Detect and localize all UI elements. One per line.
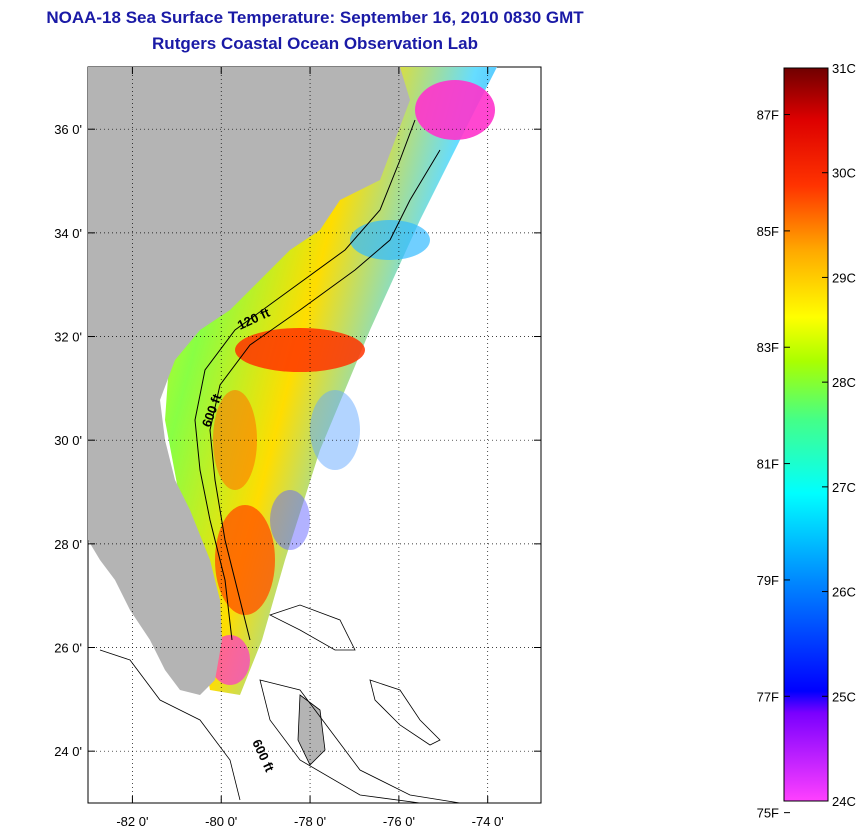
latitude-axis: 36 0' 34 0' 32 0' 30 0' 28 0' 26 0' 24 0' xyxy=(54,122,541,759)
lat-tick-label: 28 0' xyxy=(54,537,82,552)
contour-120ft xyxy=(194,119,416,641)
cuba-edge xyxy=(259,679,461,803)
graticule xyxy=(88,67,541,803)
colorbar-fahrenheit-label: 79F xyxy=(757,573,779,588)
colorbar-celsius-label: 24C xyxy=(832,794,856,809)
lon-tick-label: -78 0' xyxy=(294,814,326,829)
colorbar-celsius-label: 26C xyxy=(832,585,856,600)
colorbar-fahrenheit-label: 81F xyxy=(757,457,779,472)
longitude-axis: -82 0' -80 0' -78 0' -76 0' -74 0' xyxy=(116,67,504,829)
colorbar-celsius-label: 29C xyxy=(832,270,856,285)
warm-band-north xyxy=(213,390,257,490)
colorbar-fahrenheit-labels: 87F 85F 83F 81F 79F 77F 75F xyxy=(757,108,790,821)
cold-edge-north xyxy=(415,80,495,140)
lon-tick-label: -74 0' xyxy=(472,814,504,829)
colorbar-celsius-label: 27C xyxy=(832,480,856,495)
bahamas-east xyxy=(369,679,441,746)
colorbar xyxy=(783,67,829,802)
lat-tick-label: 36 0' xyxy=(54,122,82,137)
colorbar-fahrenheit-label: 85F xyxy=(757,224,779,239)
bahamas xyxy=(297,694,326,766)
lat-tick-label: 30 0' xyxy=(54,433,82,448)
lat-tick-label: 32 0' xyxy=(54,330,82,345)
contour-florida-south xyxy=(99,649,241,801)
lon-tick-label: -80 0' xyxy=(205,814,237,829)
colorbar-celsius-label: 25C xyxy=(832,689,856,704)
map-title: NOAA-18 Sea Surface Temperature: Septemb… xyxy=(46,8,584,27)
lat-tick-label: 34 0' xyxy=(54,226,82,241)
colorbar-fahrenheit-label: 77F xyxy=(757,689,779,704)
lon-tick-label: -76 0' xyxy=(383,814,415,829)
bahamas-north xyxy=(268,604,356,651)
colorbar-celsius-labels: 31C 30C 29C 28C 27C 26C 25C 24C xyxy=(822,61,856,809)
colorbar-celsius-label: 30C xyxy=(832,166,856,181)
land-usa xyxy=(88,67,410,695)
lon-tick-label: -82 0' xyxy=(116,814,148,829)
colorbar-fahrenheit-label: 87F xyxy=(757,108,779,123)
colorbar-celsius-label: 28C xyxy=(832,375,856,390)
cool-patch-3 xyxy=(270,490,310,550)
lat-tick-label: 24 0' xyxy=(54,744,82,759)
lat-tick-label: 26 0' xyxy=(54,641,82,656)
cool-patch-2 xyxy=(310,390,360,470)
warm-band xyxy=(215,505,275,615)
warm-eddy xyxy=(235,328,365,372)
colorbar-fahrenheit-label: 83F xyxy=(757,340,779,355)
colorbar-fahrenheit-label: 75F xyxy=(757,806,779,821)
colorbar-celsius-label: 31C xyxy=(832,61,856,76)
contour-600ft xyxy=(209,149,441,641)
map-subtitle: Rutgers Coastal Ocean Observation Lab xyxy=(152,34,478,53)
